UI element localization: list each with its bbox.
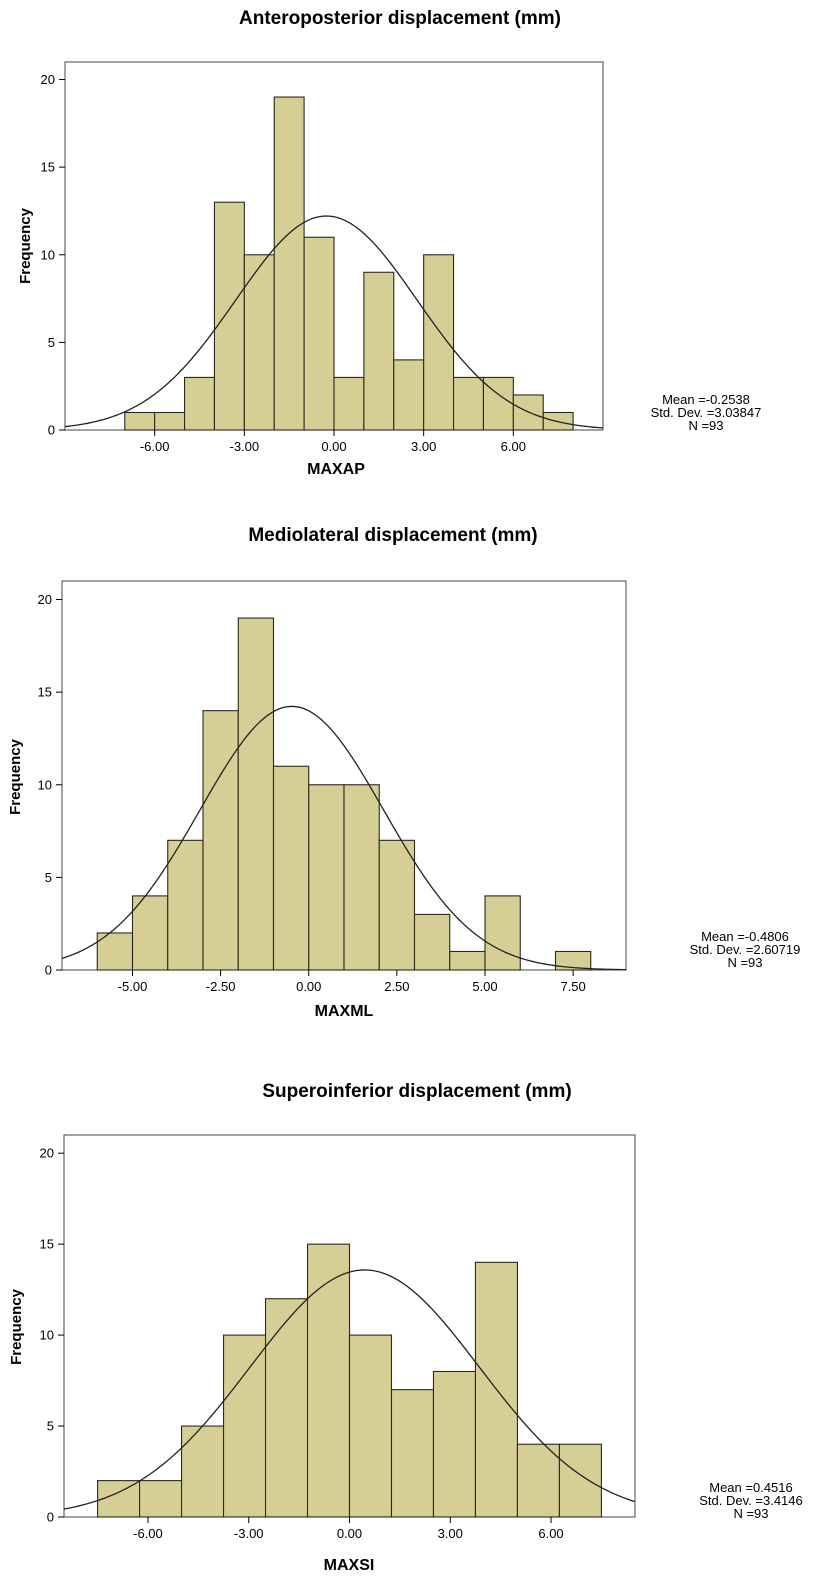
normal-curve <box>64 215 604 429</box>
histogram-bar <box>432 1370 477 1518</box>
normal-curve <box>61 705 627 971</box>
x-tick-label: 0.00 <box>337 1526 362 1541</box>
histogram-panel-maxap: Anteroposterior displacement (mm) 0 5 10 15 2… <box>0 0 826 500</box>
x-axis-label: MAXSI <box>324 1557 375 1574</box>
chart-title: Mediolateral displacement (mm) <box>248 525 537 546</box>
x-axis-label: MAXML <box>315 1003 374 1020</box>
histogram-bar <box>167 839 204 971</box>
y-axis-label: Frequency <box>17 207 34 284</box>
y-axis-label: Frequency <box>8 1288 25 1365</box>
stats-mean: Mean =-0.4806 <box>701 929 789 944</box>
histogram-bar <box>308 784 345 971</box>
histogram-bar <box>243 254 275 431</box>
stats-mean: Mean =0.4516 <box>709 1480 792 1495</box>
stats-std: Std. Dev. =2.60719 <box>690 942 801 957</box>
histogram-bar <box>558 1443 602 1518</box>
y-tick-label: 15 <box>41 160 55 175</box>
stats-n: N =93 <box>733 1506 768 1521</box>
histogram-bar <box>449 950 486 971</box>
x-tick-label: 0.00 <box>296 979 321 994</box>
y-tick-label: 20 <box>40 1146 54 1161</box>
histogram-bar <box>124 411 156 431</box>
y-tick-label: 10 <box>41 247 55 262</box>
histogram-bar <box>237 617 275 971</box>
histogram-bar <box>273 96 305 431</box>
histogram-panel-maxsi: Superoinferior displacement (mm) 0 5 10 15 20… <box>0 1068 826 1596</box>
histogram-bar <box>181 1425 225 1518</box>
x-tick-label: 0.00 <box>321 439 346 454</box>
histogram-bar <box>222 1334 267 1518</box>
histogram-bar <box>390 1389 435 1518</box>
histogram-bar <box>202 710 239 971</box>
histogram-bar <box>272 765 310 971</box>
histogram-bar <box>306 1243 351 1518</box>
histogram-bar <box>213 201 245 431</box>
chart-title: Superoinferior displacement (mm) <box>262 1081 571 1102</box>
y-tick-label: 5 <box>48 335 55 350</box>
x-tick-label: 6.00 <box>501 439 526 454</box>
normal-curve <box>63 1269 636 1510</box>
y-tick-label: 10 <box>38 777 52 792</box>
x-tick-label: 3.00 <box>438 1526 463 1541</box>
stats-std: Std. Dev. =3.4146 <box>699 1493 802 1508</box>
stats-n: N =93 <box>727 955 762 970</box>
stats-mean: Mean =-0.2538 <box>662 392 750 407</box>
histogram-bar <box>484 895 521 971</box>
y-tick-label: 0 <box>47 1510 54 1525</box>
x-tick-label: -2.50 <box>206 979 236 994</box>
y-tick-label: 15 <box>38 685 52 700</box>
y-tick-label: 5 <box>47 1419 54 1434</box>
histogram-bar <box>393 359 425 431</box>
histogram-chart: Superoinferior displacement (mm) 0 5 10 15 20… <box>8 1081 803 1574</box>
y-tick-label: 20 <box>41 72 55 87</box>
histogram-bar <box>516 1443 560 1518</box>
histogram-bar <box>303 236 335 431</box>
chart-title: Anteroposterior displacement (mm) <box>239 8 561 29</box>
histogram-bar <box>363 271 395 431</box>
x-tick-label: 6.00 <box>538 1526 563 1541</box>
y-tick-label: 5 <box>45 870 52 885</box>
y-tick-label: 20 <box>38 592 52 607</box>
y-tick-label: 15 <box>40 1237 54 1252</box>
y-tick-label: 0 <box>48 423 55 438</box>
histogram-chart: Anteroposterior displacement (mm) 0 5 10 15 2… <box>17 8 762 478</box>
histogram-bar <box>413 913 451 971</box>
histogram-bar <box>378 839 416 971</box>
x-axis-label: MAXAP <box>307 461 365 478</box>
y-tick-label: 10 <box>40 1328 54 1343</box>
histogram-bar <box>139 1480 183 1518</box>
x-tick-label: 3.00 <box>411 439 436 454</box>
x-tick-label: -6.00 <box>140 439 170 454</box>
histogram-bar <box>154 411 186 431</box>
x-tick-label: 7.50 <box>560 979 585 994</box>
x-tick-label: -3.00 <box>234 1526 264 1541</box>
y-tick-label: 0 <box>45 963 52 978</box>
x-tick-label: 5.00 <box>472 979 497 994</box>
histogram-panel-maxml: Mediolateral displacement (mm) 0 5 10 15 20 -5… <box>0 515 826 1035</box>
histogram-bar <box>96 932 134 971</box>
histogram-bar <box>453 376 484 431</box>
histogram-bar <box>333 376 365 431</box>
histogram-bar <box>348 1334 393 1518</box>
histogram-bar <box>131 895 169 971</box>
histogram-bar <box>423 254 455 431</box>
histogram-bar <box>184 376 215 431</box>
histogram-bar <box>264 1298 309 1518</box>
histogram-bar <box>343 784 380 971</box>
stats-n: N =93 <box>688 418 723 433</box>
x-tick-label: -6.00 <box>133 1526 163 1541</box>
x-tick-label: 2.50 <box>384 979 409 994</box>
histogram-chart: Mediolateral displacement (mm) 0 5 10 15 20 -5… <box>7 525 801 1020</box>
y-axis-label: Frequency <box>7 738 24 815</box>
stats-std: Std. Dev. =3.03847 <box>651 405 762 420</box>
histogram-bar <box>97 1480 141 1518</box>
x-tick-label: -3.00 <box>230 439 260 454</box>
x-tick-label: -5.00 <box>118 979 148 994</box>
